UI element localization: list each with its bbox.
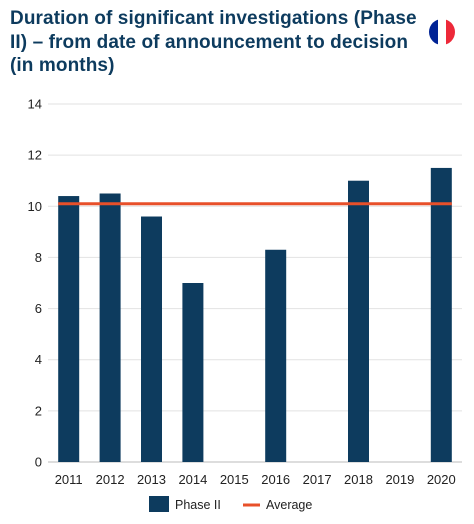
x-tick-label: 2019 bbox=[385, 472, 414, 487]
y-tick-label: 4 bbox=[35, 352, 42, 367]
y-tick-label: 12 bbox=[28, 148, 42, 163]
y-tick-label: 0 bbox=[35, 455, 42, 470]
y-axis: 0 2 4 6 8 10 12 14 bbox=[28, 97, 42, 470]
legend-label-phase-ii: Phase II bbox=[175, 498, 221, 512]
bar bbox=[141, 216, 162, 462]
x-tick-label: 2011 bbox=[55, 472, 83, 487]
bars bbox=[58, 167, 452, 463]
legend-label-average: Average bbox=[266, 498, 312, 512]
y-tick-label: 2 bbox=[35, 403, 42, 418]
y-tick-label: 8 bbox=[35, 250, 42, 265]
y-tick-label: 10 bbox=[28, 199, 42, 214]
x-tick-label: 2012 bbox=[96, 472, 125, 487]
chart-title: Duration of significant investigations (… bbox=[10, 8, 417, 76]
x-axis: 2011 2012 2013 2014 2015 2016 2017 2018 2019 2020 bbox=[55, 472, 456, 487]
bar bbox=[265, 249, 287, 462]
x-tick-label: 2018 bbox=[344, 472, 373, 487]
france-flag-icon bbox=[429, 19, 455, 45]
bar bbox=[430, 167, 452, 462]
x-tick-label: 2017 bbox=[303, 472, 332, 487]
y-tick-label: 6 bbox=[35, 301, 42, 316]
legend-swatch-phase-ii bbox=[149, 496, 169, 512]
bar bbox=[182, 283, 204, 462]
x-tick-label: 2013 bbox=[137, 472, 166, 487]
x-tick-label: 2014 bbox=[178, 472, 207, 487]
bar bbox=[99, 193, 121, 462]
bar bbox=[58, 196, 80, 463]
legend: Phase II Average bbox=[149, 496, 312, 512]
bar bbox=[348, 180, 369, 462]
x-tick-label: 2016 bbox=[261, 472, 290, 487]
x-tick-label: 2020 bbox=[427, 472, 456, 487]
x-tick-label: 2015 bbox=[220, 472, 249, 487]
y-tick-label: 14 bbox=[28, 97, 42, 112]
